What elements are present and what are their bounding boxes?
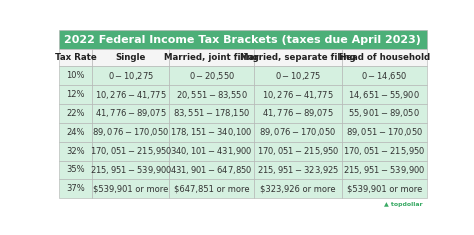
Text: $170,051 - $215,950: $170,051 - $215,950 xyxy=(257,145,339,157)
Text: $178,151 - $340,100: $178,151 - $340,100 xyxy=(171,126,253,138)
Bar xyxy=(254,123,342,142)
Text: $170,051 - $215,950: $170,051 - $215,950 xyxy=(343,145,426,157)
Bar xyxy=(169,104,254,123)
Text: $0 - $10,275: $0 - $10,275 xyxy=(108,70,154,82)
Bar xyxy=(342,66,427,85)
Bar xyxy=(59,30,427,49)
Text: $215,951 - $323,925: $215,951 - $323,925 xyxy=(257,164,339,176)
Text: Single: Single xyxy=(116,53,146,62)
Bar xyxy=(92,49,169,66)
Bar xyxy=(254,85,342,104)
Bar xyxy=(169,49,254,66)
Text: $323,926 or more: $323,926 or more xyxy=(260,184,336,193)
Text: $0 - $14,650: $0 - $14,650 xyxy=(361,70,408,82)
Text: $170,051 - $215,950: $170,051 - $215,950 xyxy=(90,145,172,157)
Bar xyxy=(169,85,254,104)
Text: 2022 Federal Income Tax Brackets (taxes due April 2023): 2022 Federal Income Tax Brackets (taxes … xyxy=(64,35,421,44)
Bar xyxy=(342,104,427,123)
Bar xyxy=(254,49,342,66)
Text: $20,551 - $83,550: $20,551 - $83,550 xyxy=(176,89,247,101)
Text: $14,651 - $55,900: $14,651 - $55,900 xyxy=(348,89,420,101)
Bar xyxy=(254,161,342,180)
Bar xyxy=(59,161,92,180)
Text: $539,901 or more: $539,901 or more xyxy=(346,184,422,193)
Bar xyxy=(342,142,427,161)
Bar xyxy=(169,142,254,161)
Text: Married, separate filing: Married, separate filing xyxy=(240,53,356,62)
Bar xyxy=(254,180,342,198)
Bar xyxy=(92,142,169,161)
Bar xyxy=(59,180,92,198)
Text: $0 - $10,275: $0 - $10,275 xyxy=(275,70,321,82)
Text: Head of household: Head of household xyxy=(339,53,430,62)
Bar xyxy=(59,49,92,66)
Bar xyxy=(254,66,342,85)
Text: $41,776 - $89,075: $41,776 - $89,075 xyxy=(95,107,167,119)
Bar xyxy=(342,161,427,180)
Text: 35%: 35% xyxy=(66,165,85,174)
Bar xyxy=(342,49,427,66)
Bar xyxy=(92,161,169,180)
Text: $89,076 - $170,050: $89,076 - $170,050 xyxy=(259,126,337,138)
Text: $10,276 - $41,775: $10,276 - $41,775 xyxy=(262,89,334,101)
Text: $340,101 - $431,900: $340,101 - $431,900 xyxy=(171,145,253,157)
Bar xyxy=(59,85,92,104)
Bar xyxy=(169,66,254,85)
Bar xyxy=(92,180,169,198)
Bar xyxy=(342,180,427,198)
Text: Married, joint filing: Married, joint filing xyxy=(164,53,259,62)
Text: $10,276 - $41,775: $10,276 - $41,775 xyxy=(95,89,167,101)
Bar xyxy=(59,123,92,142)
Text: $539,901 or more: $539,901 or more xyxy=(93,184,169,193)
Text: 37%: 37% xyxy=(66,184,85,193)
Bar xyxy=(342,85,427,104)
Text: 22%: 22% xyxy=(66,109,85,118)
Bar xyxy=(92,66,169,85)
Bar xyxy=(59,66,92,85)
Text: $215,951 - $539,900: $215,951 - $539,900 xyxy=(90,164,172,176)
Bar xyxy=(169,161,254,180)
Text: $89,051 - $170,050: $89,051 - $170,050 xyxy=(346,126,423,138)
Bar xyxy=(59,142,92,161)
Text: $431,901 - $647,850: $431,901 - $647,850 xyxy=(171,164,253,176)
Text: $647,851 or more: $647,851 or more xyxy=(174,184,249,193)
Text: ▲ topdollar: ▲ topdollar xyxy=(384,202,423,207)
Text: $215,951 - $539,900: $215,951 - $539,900 xyxy=(343,164,426,176)
Bar xyxy=(92,123,169,142)
Text: 32%: 32% xyxy=(66,147,85,156)
Bar xyxy=(254,142,342,161)
Bar xyxy=(169,123,254,142)
Text: Tax Rate: Tax Rate xyxy=(55,53,97,62)
Bar xyxy=(59,104,92,123)
Text: 10%: 10% xyxy=(66,71,85,80)
Text: 24%: 24% xyxy=(66,128,85,137)
Bar xyxy=(92,85,169,104)
Bar xyxy=(342,123,427,142)
Bar xyxy=(169,180,254,198)
Text: $89,076 - $170,050: $89,076 - $170,050 xyxy=(92,126,170,138)
Bar xyxy=(254,104,342,123)
Text: $41,776 - $89,075: $41,776 - $89,075 xyxy=(262,107,334,119)
Text: $55,901 - $89,050: $55,901 - $89,050 xyxy=(348,107,420,119)
Bar xyxy=(92,104,169,123)
Text: 12%: 12% xyxy=(66,90,85,99)
Text: $83,551 - $178,150: $83,551 - $178,150 xyxy=(173,107,250,119)
Text: $0 - $20,550: $0 - $20,550 xyxy=(189,70,235,82)
